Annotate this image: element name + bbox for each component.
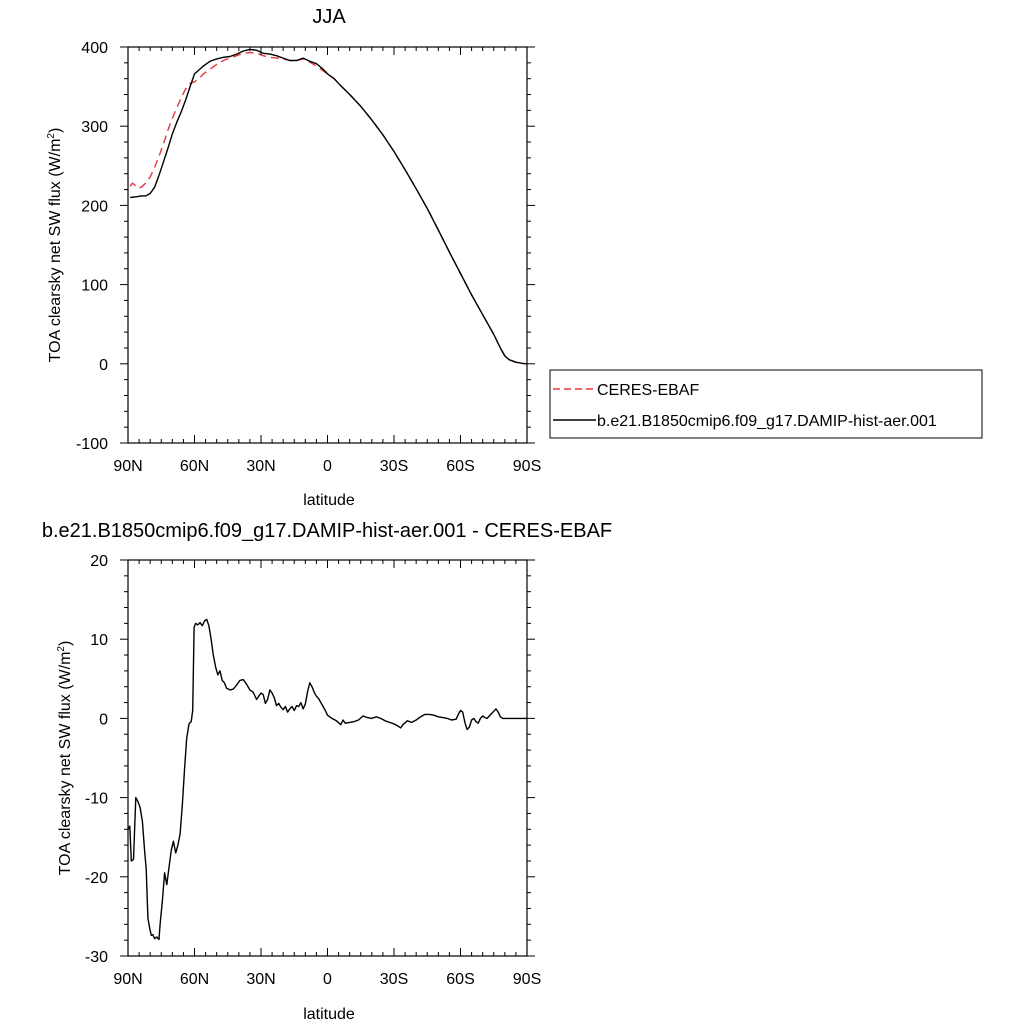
bottom-chart-ylabel: TOA clearsky net SW flux (W/m2): [56, 641, 74, 876]
top-chart-xlabel: latitude: [303, 492, 355, 509]
bottom-ytick-label: 20: [90, 553, 108, 570]
legend-label-ceres: CERES-EBAF: [597, 382, 699, 399]
bottom-chart-xlabel: latitude: [303, 1006, 355, 1023]
legend-box: [549, 369, 983, 439]
legend: CERES-EBAF b.e21.B1850cmip6.f09_g17.DAMI…: [549, 369, 983, 439]
bottom-ytick-label: -10: [85, 791, 108, 808]
bottom-ytick-label: -30: [85, 949, 108, 966]
bottom-chart-title: b.e21.B1850cmip6.f09_g17.DAMIP-hist-aer.…: [42, 520, 612, 542]
top-ytick-label: -100: [76, 436, 108, 453]
top-xtick-label: 90N: [113, 458, 142, 475]
top-chart-panel: JJA 90N 60N 30N 0 30S 60S 90S -100 0 100 200 300 400…: [46, 6, 541, 509]
bottom-xtick-label: 90S: [513, 971, 541, 988]
top-chart-title: JJA: [312, 6, 346, 28]
top-ylabel-text: TOA clearsky net SW flux (W/m: [47, 139, 64, 363]
top-plot-frame: [127, 46, 528, 444]
bottom-xtick-label: 30N: [246, 971, 275, 988]
top-ytick-label: 100: [81, 278, 108, 295]
bottom-xtick-label: 90N: [113, 971, 142, 988]
top-xtick-label: 90S: [513, 458, 541, 475]
bottom-ytick-label: 0: [99, 711, 108, 728]
top-series-line-1: [130, 48, 528, 365]
top-ylabel-sup: 2: [46, 133, 57, 139]
bottom-ylabel-tail: ): [57, 641, 74, 646]
top-ytick-label: 300: [81, 119, 108, 136]
legend-label-model: b.e21.B1850cmip6.f09_g17.DAMIP-hist-aer.…: [597, 413, 937, 430]
top-xtick-label: 60S: [446, 458, 474, 475]
top-xtick-label: 30N: [246, 458, 275, 475]
bottom-ylabel-text: TOA clearsky net SW flux (W/m: [57, 652, 74, 876]
bottom-xtick-label: 60S: [446, 971, 474, 988]
top-ytick-label: 0: [99, 357, 108, 374]
top-chart-ylabel: TOA clearsky net SW flux (W/m2): [46, 128, 64, 363]
bottom-ytick-label: 10: [90, 632, 108, 649]
top-xtick-label: 30S: [380, 458, 408, 475]
top-series-line-0: [129, 51, 528, 365]
top-ylabel-tail: ): [47, 128, 64, 133]
bottom-ytick-label: -20: [85, 870, 108, 887]
bottom-xtick-label: 30S: [380, 971, 408, 988]
bottom-chart-panel: b.e21.B1850cmip6.f09_g17.DAMIP-hist-aer.…: [42, 520, 612, 1023]
bottom-xtick-label: 0: [323, 971, 332, 988]
top-xtick-label: 0: [323, 458, 332, 475]
bottom-plot-frame: [127, 559, 528, 957]
bottom-ylabel-sup: 2: [56, 646, 67, 652]
bottom-xtick-label: 60N: [180, 971, 209, 988]
top-xtick-label: 60N: [180, 458, 209, 475]
top-ytick-label: 200: [81, 198, 108, 215]
bottom-series-line-0: [127, 618, 527, 941]
top-ytick-label: 400: [81, 40, 108, 57]
